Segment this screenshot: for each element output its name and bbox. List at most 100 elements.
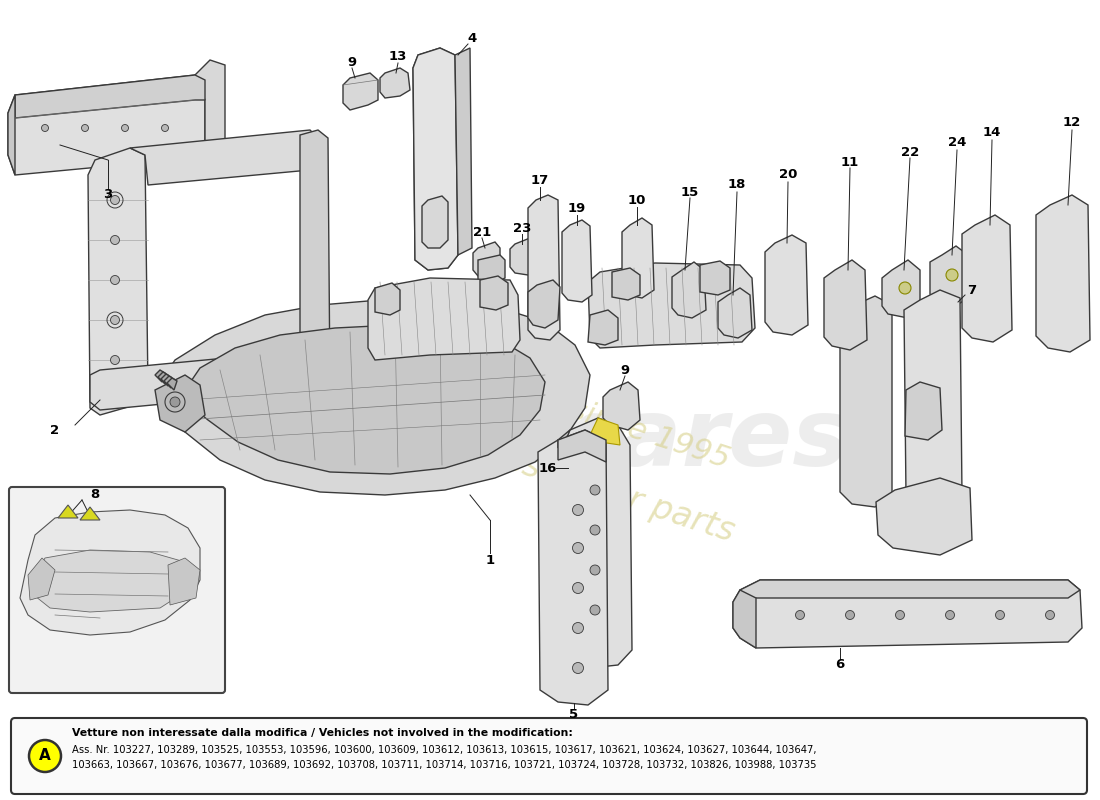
Polygon shape <box>478 255 505 283</box>
Text: eurospares: eurospares <box>251 394 849 486</box>
Polygon shape <box>185 325 544 474</box>
Polygon shape <box>455 48 472 255</box>
Polygon shape <box>558 430 570 448</box>
Polygon shape <box>740 580 1080 598</box>
Circle shape <box>895 610 904 619</box>
Text: 23: 23 <box>513 222 531 234</box>
Text: 22: 22 <box>901 146 920 158</box>
Text: 11: 11 <box>840 155 859 169</box>
Polygon shape <box>905 382 942 440</box>
Circle shape <box>846 610 855 619</box>
Circle shape <box>590 605 600 615</box>
FancyBboxPatch shape <box>9 487 226 693</box>
Polygon shape <box>733 580 1082 648</box>
Circle shape <box>170 397 180 407</box>
Polygon shape <box>80 507 100 520</box>
Polygon shape <box>480 276 508 310</box>
Polygon shape <box>35 550 188 612</box>
Polygon shape <box>962 215 1012 342</box>
Circle shape <box>899 282 911 294</box>
Circle shape <box>162 125 168 131</box>
Text: 9: 9 <box>348 55 356 69</box>
Circle shape <box>572 582 583 594</box>
Text: 14: 14 <box>982 126 1001 139</box>
Polygon shape <box>562 220 592 302</box>
Text: 5: 5 <box>570 709 579 722</box>
Text: since 1995: since 1995 <box>566 395 734 474</box>
Polygon shape <box>876 478 972 555</box>
Text: 10: 10 <box>628 194 646 206</box>
Polygon shape <box>300 130 330 398</box>
Polygon shape <box>130 130 318 185</box>
Polygon shape <box>168 558 200 605</box>
Polygon shape <box>422 196 448 248</box>
Text: 21: 21 <box>473 226 491 238</box>
Polygon shape <box>558 418 632 668</box>
Circle shape <box>121 125 129 131</box>
Polygon shape <box>58 505 78 518</box>
Polygon shape <box>28 558 55 600</box>
Circle shape <box>110 235 120 245</box>
Text: 3: 3 <box>103 189 112 202</box>
Polygon shape <box>368 278 520 360</box>
Text: 2: 2 <box>51 423 59 437</box>
Polygon shape <box>824 260 867 350</box>
Polygon shape <box>167 378 177 390</box>
Polygon shape <box>733 590 756 648</box>
Circle shape <box>1045 610 1055 619</box>
Polygon shape <box>588 310 618 345</box>
Circle shape <box>795 610 804 619</box>
Text: 13: 13 <box>388 50 407 63</box>
Text: 9: 9 <box>620 363 629 377</box>
Circle shape <box>110 195 120 205</box>
Text: 4: 4 <box>468 31 476 45</box>
Circle shape <box>110 315 120 325</box>
FancyBboxPatch shape <box>11 718 1087 794</box>
Circle shape <box>572 662 583 674</box>
Text: A: A <box>40 749 51 763</box>
Polygon shape <box>840 296 892 507</box>
Polygon shape <box>528 195 560 340</box>
Circle shape <box>110 275 120 285</box>
Text: 6: 6 <box>835 658 845 671</box>
Circle shape <box>81 125 88 131</box>
Polygon shape <box>538 430 608 705</box>
Polygon shape <box>161 374 170 386</box>
Polygon shape <box>882 260 920 318</box>
Text: passion for parts: passion for parts <box>462 431 738 549</box>
Circle shape <box>572 622 583 634</box>
Text: 19: 19 <box>568 202 586 214</box>
Circle shape <box>590 525 600 535</box>
Text: 1: 1 <box>485 554 495 566</box>
Text: 8: 8 <box>90 489 100 502</box>
Text: 15: 15 <box>681 186 700 198</box>
Polygon shape <box>15 75 205 118</box>
Polygon shape <box>930 246 968 307</box>
Polygon shape <box>718 288 752 338</box>
Polygon shape <box>8 75 205 175</box>
Polygon shape <box>90 350 318 410</box>
Polygon shape <box>1036 195 1090 352</box>
Circle shape <box>996 610 1004 619</box>
Circle shape <box>572 505 583 515</box>
Polygon shape <box>375 283 400 315</box>
Circle shape <box>42 125 48 131</box>
Polygon shape <box>588 263 755 348</box>
Polygon shape <box>672 262 706 318</box>
Circle shape <box>29 740 60 772</box>
Circle shape <box>572 542 583 554</box>
Polygon shape <box>510 238 538 275</box>
Polygon shape <box>412 48 458 270</box>
Polygon shape <box>904 290 962 510</box>
Text: 20: 20 <box>779 169 798 182</box>
Polygon shape <box>155 300 590 495</box>
Text: Ass. Nr. 103227, 103289, 103525, 103553, 103596, 103600, 103609, 103612, 103613,: Ass. Nr. 103227, 103289, 103525, 103553,… <box>72 745 816 755</box>
Polygon shape <box>195 60 226 165</box>
Polygon shape <box>621 218 654 298</box>
Circle shape <box>110 355 120 365</box>
Text: 24: 24 <box>948 137 966 150</box>
Polygon shape <box>700 261 730 295</box>
Circle shape <box>590 565 600 575</box>
Polygon shape <box>764 235 808 335</box>
Polygon shape <box>528 280 560 328</box>
